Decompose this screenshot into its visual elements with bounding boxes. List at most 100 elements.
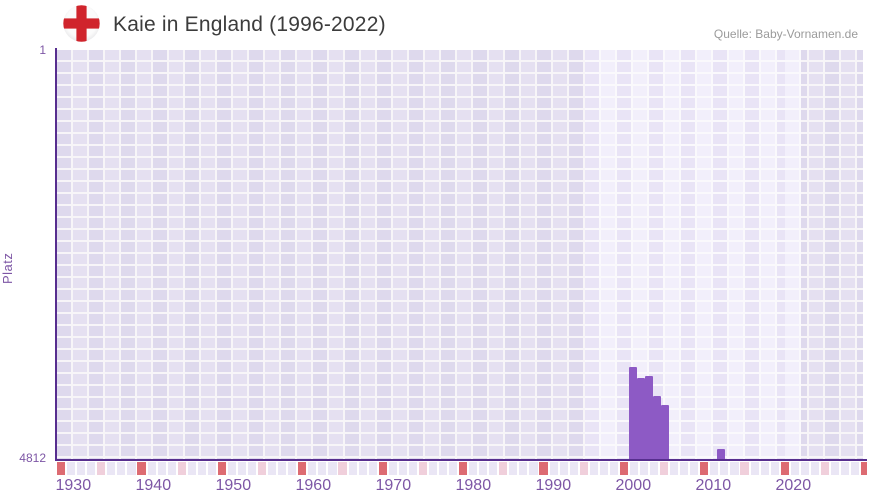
strip-cell — [449, 462, 458, 475]
strip-cell — [298, 462, 307, 475]
rank-bar-2000[interactable] — [629, 366, 637, 460]
strip-cell — [820, 462, 829, 475]
strip-cell — [670, 462, 679, 475]
england-flag-icon — [63, 5, 100, 42]
strip-cell — [861, 462, 867, 475]
strip-cell — [157, 462, 166, 475]
strip-cell — [358, 462, 367, 475]
strip-cell — [569, 462, 578, 475]
strip-cell — [147, 462, 156, 475]
strip-cell — [810, 462, 819, 475]
x-tick-label-1940: 1940 — [135, 477, 172, 494]
y-axis-title: Platz — [0, 252, 15, 284]
strip-cell — [780, 462, 789, 475]
x-tick-label-2000: 2000 — [615, 477, 652, 494]
strip-cell — [248, 462, 257, 475]
strip-cell — [338, 462, 347, 475]
strip-cell — [760, 462, 769, 475]
strip-cell — [690, 462, 699, 475]
strip-cell — [97, 462, 106, 475]
plot-area — [57, 50, 863, 460]
x-tick-label-1950: 1950 — [215, 477, 252, 494]
strip-cell — [589, 462, 598, 475]
rank-bar-2004[interactable] — [661, 405, 669, 460]
strip-cell — [609, 462, 618, 475]
x-tick-label-1980: 1980 — [455, 477, 492, 494]
strip-cell — [117, 462, 126, 475]
strip-cell — [428, 462, 438, 475]
strip-cell — [67, 462, 76, 475]
strip-cell — [740, 462, 749, 475]
strip-cell — [318, 462, 327, 475]
strip-cell — [207, 462, 216, 475]
strip-cell — [840, 462, 850, 475]
strip-cell — [539, 462, 548, 475]
strip-cell — [177, 462, 186, 475]
strip-cell — [217, 462, 226, 475]
strip-cell — [730, 462, 739, 475]
rank-bar-2011[interactable] — [717, 449, 725, 460]
strip-cell — [680, 462, 689, 475]
strip-cell — [388, 462, 397, 475]
strip-cell — [509, 462, 518, 475]
strip-cell — [227, 462, 237, 475]
strip-cell — [720, 462, 729, 475]
strip-cell — [87, 462, 96, 475]
data-period-highlight-band — [585, 50, 801, 460]
strip-cell — [328, 462, 337, 475]
strip-cell — [549, 462, 558, 475]
strip-cell — [639, 462, 649, 475]
strip-cell — [167, 462, 176, 475]
strip-cell — [197, 462, 206, 475]
rank-bar-2001[interactable] — [637, 377, 645, 460]
strip-cell — [750, 462, 759, 475]
y-tick-bottom: 4812 — [19, 451, 46, 465]
strip-cell — [288, 462, 297, 475]
strip-cell — [499, 462, 508, 475]
rank-bar-2002[interactable] — [645, 375, 653, 460]
strip-cell — [830, 462, 840, 475]
y-axis-line — [55, 48, 57, 461]
strip-cell — [700, 462, 709, 475]
strip-cell — [348, 462, 357, 475]
strip-cell — [418, 462, 427, 475]
strip-cell — [127, 462, 136, 475]
page-title: Kaie in England (1996-2022) — [113, 13, 386, 36]
strip-cell — [378, 462, 387, 475]
strip-cell — [800, 462, 809, 475]
strip-cell — [77, 462, 86, 475]
strip-cell — [459, 462, 468, 475]
strip-cell — [851, 462, 860, 475]
strip-cell — [619, 462, 628, 475]
strip-cell — [770, 462, 779, 475]
strip-cell — [237, 462, 247, 475]
x-tick-label-1970: 1970 — [375, 477, 412, 494]
strip-cell — [368, 462, 377, 475]
strip-cell — [469, 462, 478, 475]
x-tick-label-1960: 1960 — [295, 477, 332, 494]
strip-cell — [107, 462, 116, 475]
strip-cell — [479, 462, 488, 475]
strip-cell — [57, 462, 66, 475]
x-tick-label-1930: 1930 — [55, 477, 92, 494]
strip-cell — [268, 462, 277, 475]
strip-cell — [790, 462, 799, 475]
strip-cell — [137, 462, 146, 475]
strip-cell — [519, 462, 528, 475]
strip-cell — [187, 462, 196, 475]
strip-cell — [660, 462, 669, 475]
x-tick-label-2010: 2010 — [695, 477, 732, 494]
strip-cell — [489, 462, 498, 475]
strip-cell — [579, 462, 588, 475]
x-tick-label-2020: 2020 — [775, 477, 812, 494]
strip-cell — [650, 462, 659, 475]
rank-bar-2003[interactable] — [653, 395, 661, 460]
strip-cell — [599, 462, 608, 475]
strip-cell — [258, 462, 267, 475]
strip-cell — [278, 462, 287, 475]
strip-cell — [408, 462, 417, 475]
x-tick-label-1990: 1990 — [535, 477, 572, 494]
strip-cell — [529, 462, 538, 475]
strip-cell — [559, 462, 568, 475]
